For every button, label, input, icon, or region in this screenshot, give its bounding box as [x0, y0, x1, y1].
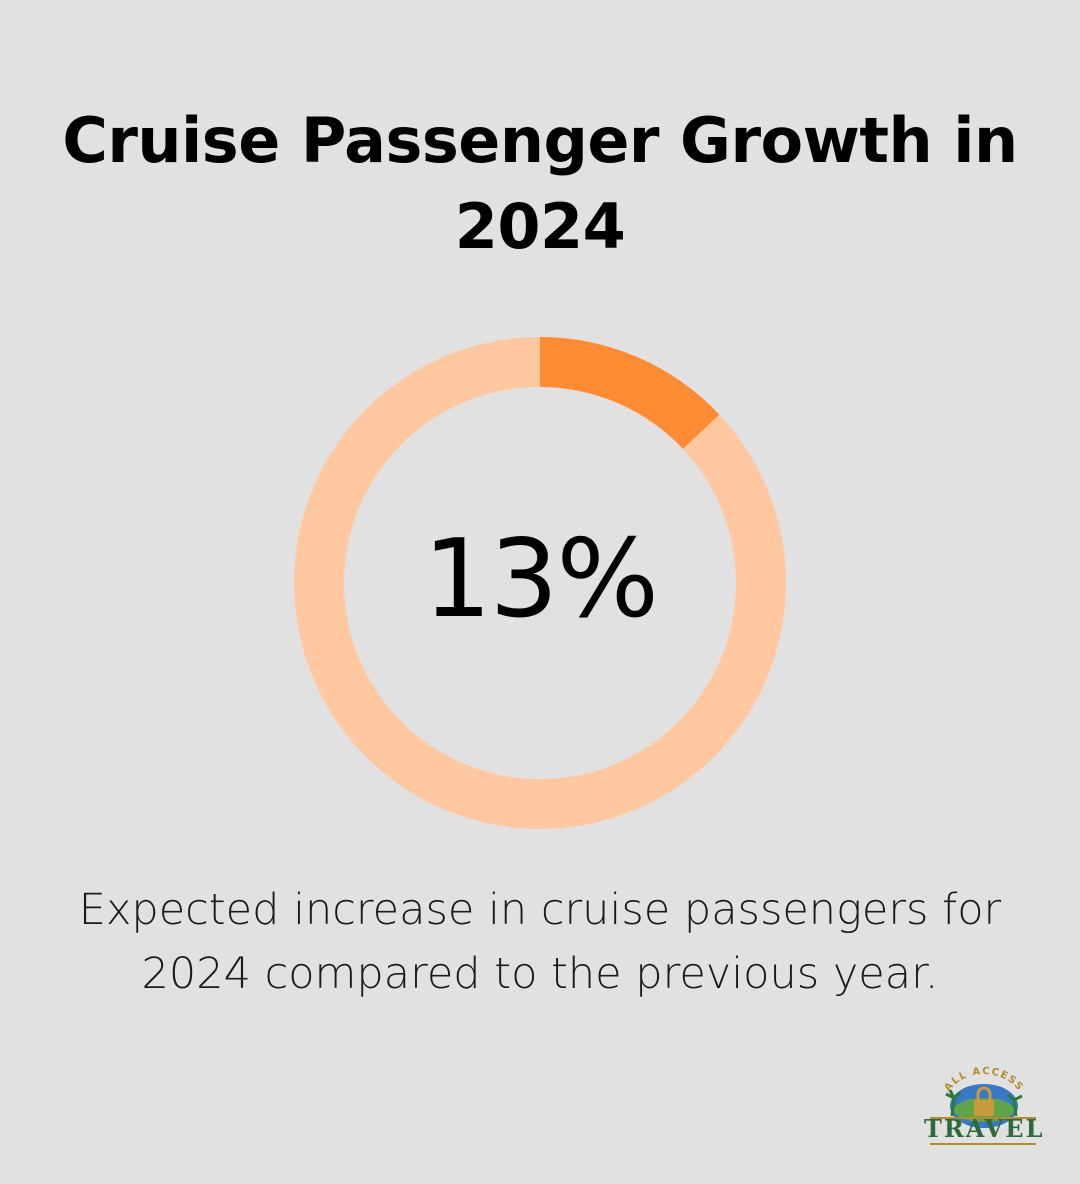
- logo-palm-left: [945, 1089, 961, 1117]
- page-title: Cruise Passenger Growth in 2024: [0, 98, 1080, 270]
- logo-wordmark: TRAVEL: [924, 1114, 1045, 1143]
- chart-caption-line-1: Expected increase in cruise passengers f…: [78, 885, 1002, 935]
- logo-lock-body: [974, 1100, 994, 1116]
- donut-value-segment: [540, 337, 720, 449]
- chart-caption-line-2: 2024 compared to the previous year.: [141, 949, 939, 999]
- page-title-line-2: 2024: [454, 190, 626, 263]
- donut-chart-svg: [294, 337, 786, 829]
- brand-logo: ALL ACCESS TRAVEL: [924, 1064, 1042, 1146]
- page-title-line-1: Cruise Passenger Growth in: [62, 104, 1018, 177]
- donut-chart: [290, 333, 790, 833]
- donut-center-value: 13%: [422, 517, 659, 642]
- logo-lock-shackle: [976, 1086, 992, 1100]
- chart-caption: Expected increase in cruise passengers f…: [40, 878, 1040, 1006]
- logo-palm-right: [1007, 1093, 1023, 1117]
- logo-emblem-icon: ALL ACCESS: [930, 1066, 1036, 1145]
